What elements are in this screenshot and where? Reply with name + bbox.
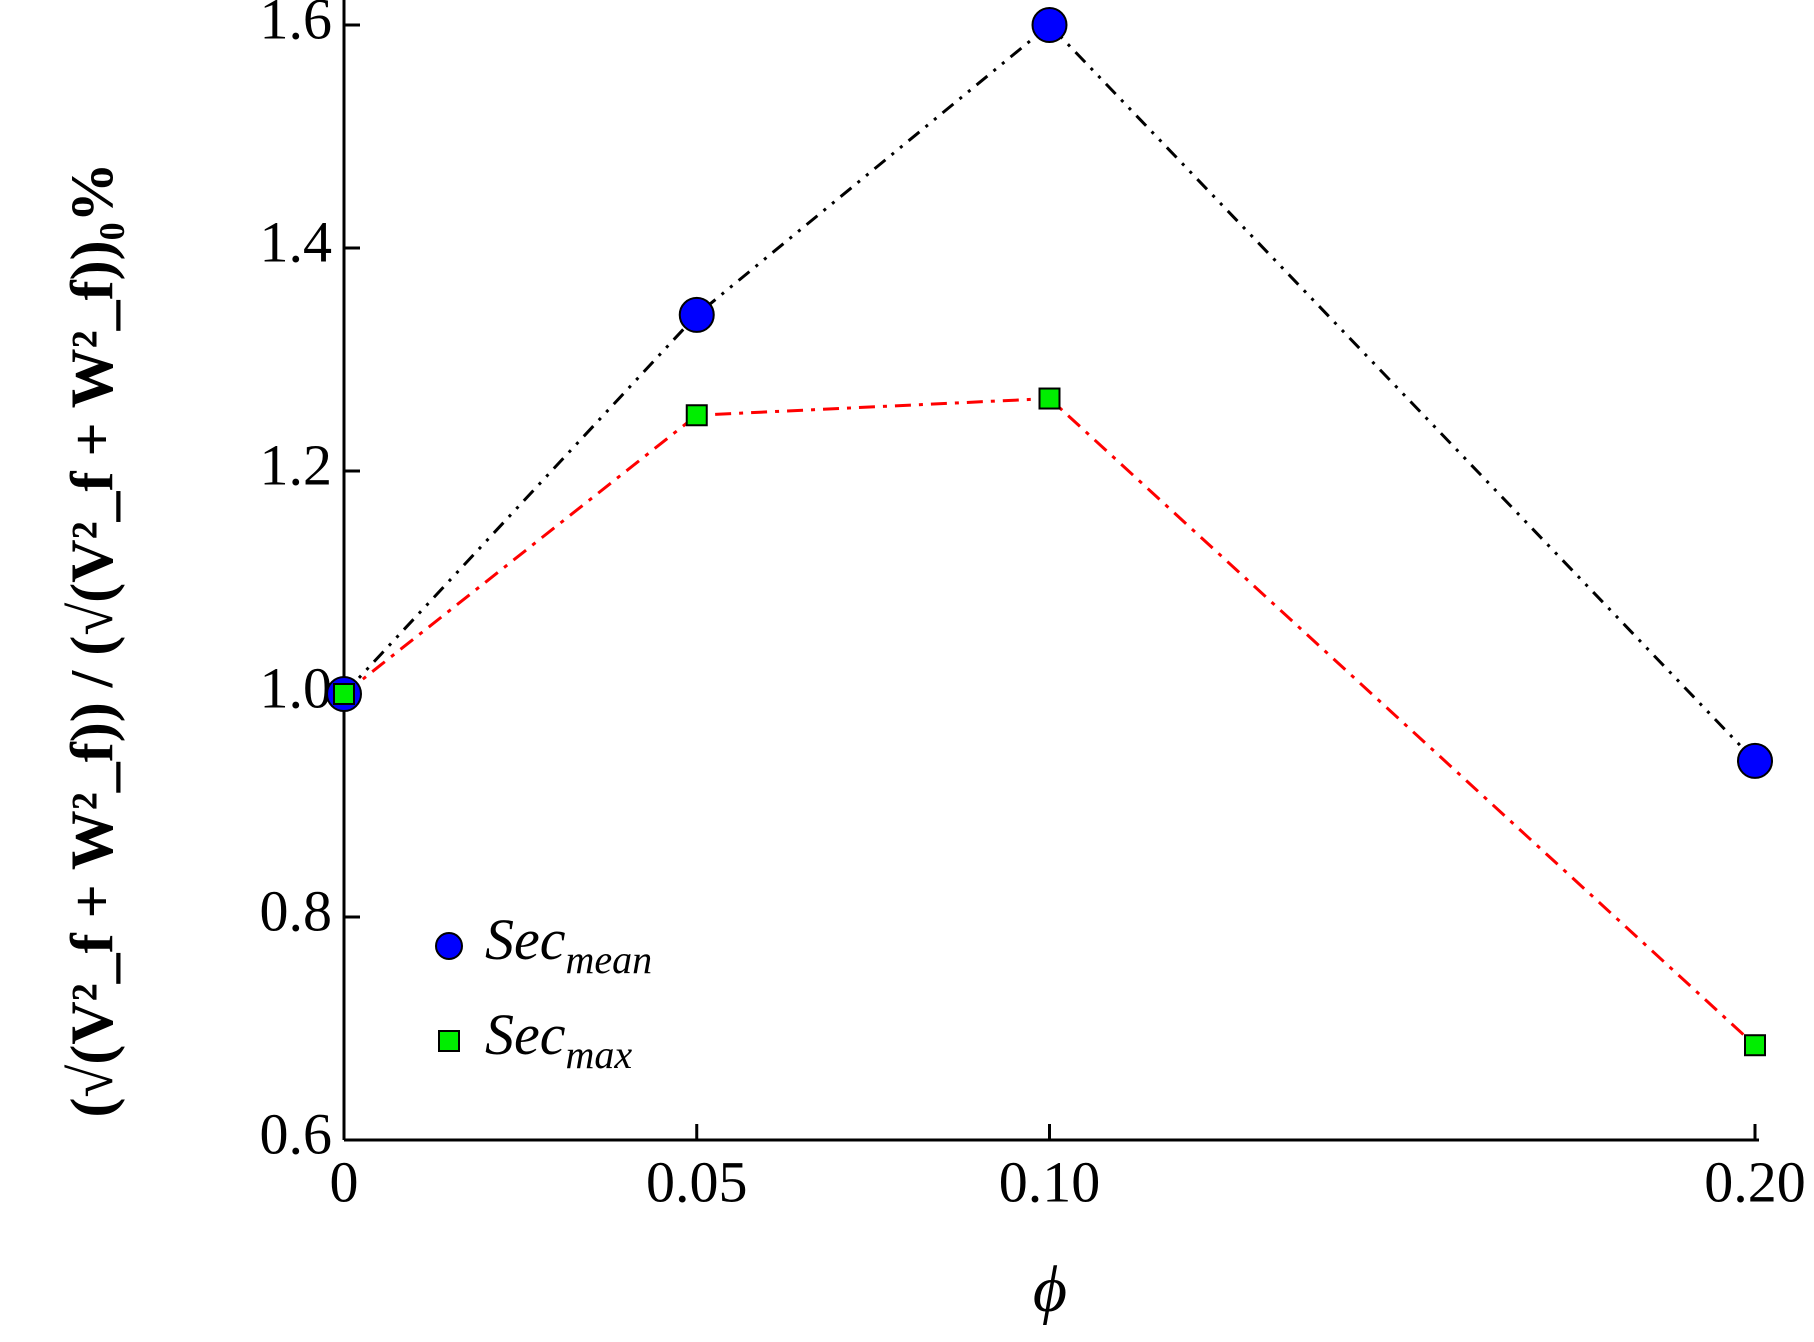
legend-name: Sec <box>485 907 566 972</box>
y-tick-label: 1.2 <box>260 432 333 497</box>
x-axis-label: ϕ <box>1033 1253 1067 1326</box>
data-point <box>333 683 355 705</box>
legend-label: Secmean <box>485 907 652 982</box>
legend-label: Secmax <box>485 1002 632 1077</box>
legend-marker <box>438 1030 460 1052</box>
y-tick-label: 1.6 <box>260 0 333 51</box>
x-tick-label: 0 <box>330 1149 359 1214</box>
y-axis-label: (√(V²_f + W²_f)) / (√(V²_f + W²_f))₀% <box>59 162 125 1117</box>
x-tick-label: 0.05 <box>646 1149 748 1214</box>
data-point <box>1038 387 1061 410</box>
series-line <box>343 396 1757 1047</box>
y-tick-label: 1.0 <box>260 655 333 720</box>
y-tick-label: 1.4 <box>260 209 333 274</box>
legend-marker <box>435 932 463 960</box>
x-tick-label: 0.20 <box>1704 1149 1806 1214</box>
y-tick-label: 0.6 <box>260 1101 333 1166</box>
data-point <box>1031 7 1068 43</box>
x-tick-label: 0.10 <box>999 1149 1101 1214</box>
y-tick-label: 0.8 <box>260 878 333 943</box>
legend-subscript: mean <box>566 937 653 982</box>
data-point <box>685 404 708 427</box>
data-point <box>1744 1034 1766 1057</box>
legend-name: Sec <box>485 1002 566 1067</box>
data-point <box>678 296 715 333</box>
legend-subscript: max <box>566 1032 633 1077</box>
data-point <box>1737 742 1773 779</box>
